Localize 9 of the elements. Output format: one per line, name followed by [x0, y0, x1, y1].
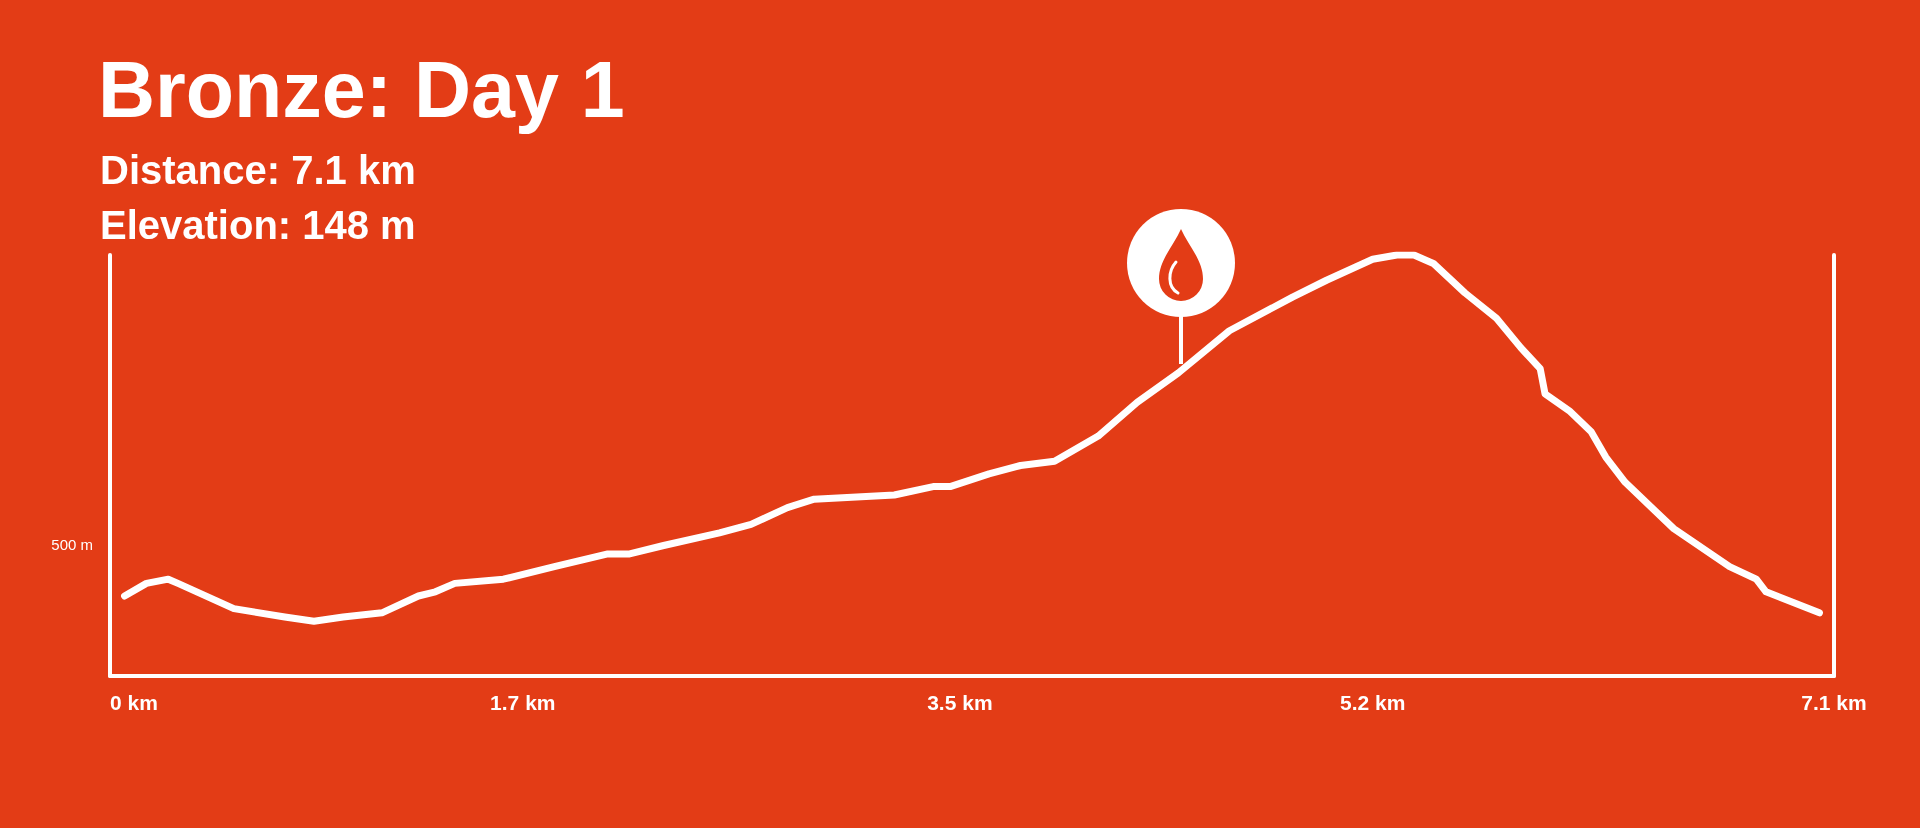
text: Elevation: 148 m — [100, 203, 416, 247]
x-tick-label: 5.2 km — [1339, 691, 1406, 714]
chart-subtitle: Distance: 7.1 km — [100, 148, 416, 192]
x-tick-label: 0 km — [110, 691, 158, 714]
x-tick-label: 1.7 km — [490, 691, 556, 714]
chart-title: Bronze: Day 1 — [98, 45, 625, 134]
x-tick-label: 3.5 km — [927, 691, 993, 714]
text: 500 m — [51, 535, 93, 553]
x-tick-label: 7.1 km — [1801, 691, 1867, 714]
